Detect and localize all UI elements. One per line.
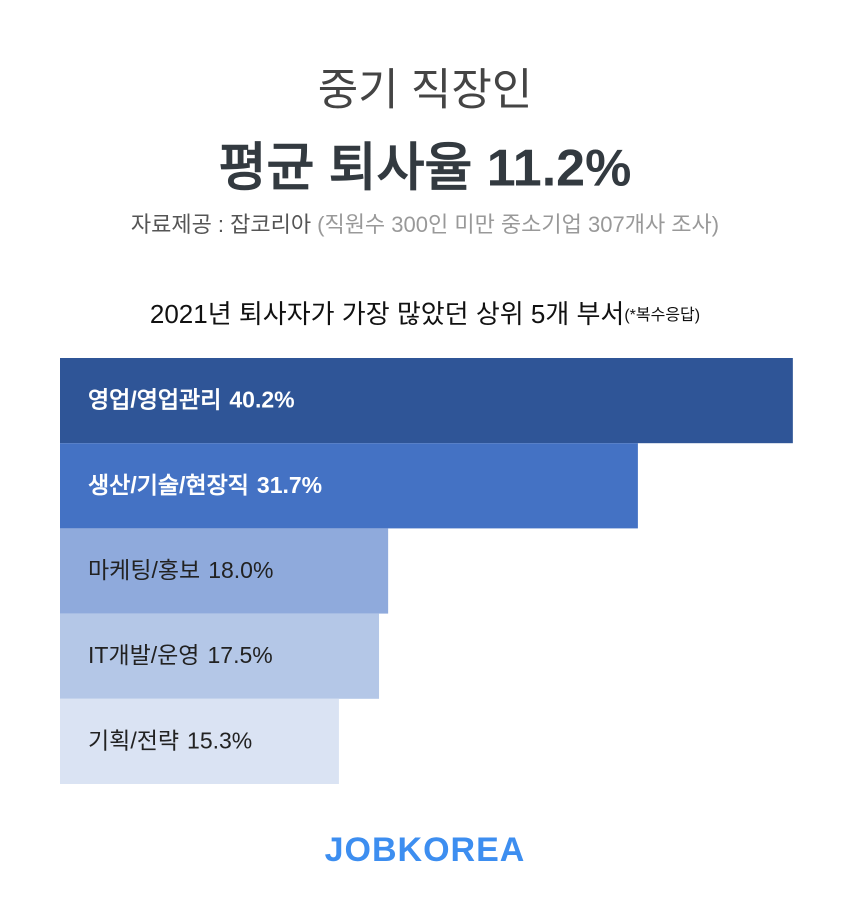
bar [60,698,339,784]
value-label: 40.2% [229,387,294,413]
brand: JOBKOREA [325,831,526,869]
category-label: 마케팅/홍보 [88,557,200,583]
bar-label: IT개발/운영 17.5% [88,642,273,668]
bar-label: 영업/영업관리 40.2% [88,387,295,413]
source-note: (직원수 300인 미만 중소기업 307개사 조사) [317,212,719,237]
bar [60,358,793,444]
chart-title-line: 2021년 퇴사자가 가장 많았던 상위 5개 부서(*복수응답) [150,299,700,329]
bar-label: 생산/기술/현장직 31.7% [88,472,322,498]
source-line: 자료제공 : 잡코리아 (직원수 300인 미만 중소기업 307개사 조사) [131,212,719,237]
value-label: 17.5% [207,642,272,668]
category-label: IT개발/운영 [88,642,199,668]
headline: 평균 퇴사율 11.2% [219,140,632,198]
bar [60,443,638,529]
category-label: 영업/영업관리 [88,387,221,413]
bar-label: 마케팅/홍보 18.0% [88,557,273,583]
category-label: 기획/전략 [88,727,179,753]
bar [60,528,389,614]
chart-title: 2021년 퇴사자가 가장 많았던 상위 5개 부서 [150,299,624,329]
bar [60,613,380,699]
bar-label: 기획/전략 15.3% [88,727,252,753]
value-label: 31.7% [257,472,322,498]
bar-chart: 영업/영업관리 40.2% 생산/기술/현장직 31.7% 마케팅/홍보 18.0% IT개… [60,358,793,784]
category-label: 생산/기술/현장직 [88,472,249,498]
value-label: 18.0% [208,557,273,583]
value-label: 15.3% [187,727,252,753]
source: 자료제공 : 잡코리아 [131,212,311,237]
kicker: 중기 직장인 [318,66,533,115]
chart-title-note: (*복수응답) [624,306,700,324]
